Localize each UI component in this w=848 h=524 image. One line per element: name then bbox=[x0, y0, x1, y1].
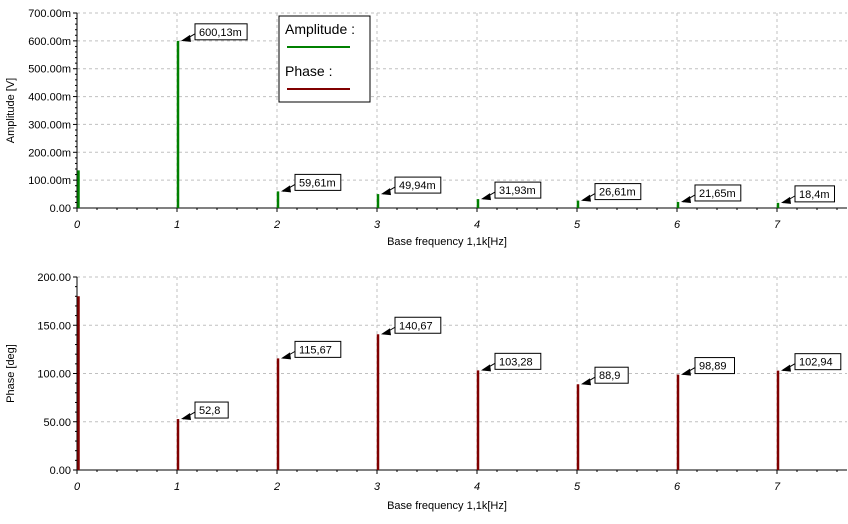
annotation-box bbox=[394, 176, 442, 194]
y-tick-label: 0.00 bbox=[50, 203, 71, 215]
annotation: 88,9 bbox=[581, 366, 629, 386]
annotation-arrowhead bbox=[281, 352, 291, 360]
annotation-arrowhead bbox=[281, 185, 291, 193]
x-tick-label: 1 bbox=[174, 219, 180, 231]
annotation: 26,61m bbox=[581, 183, 642, 202]
annotation-box bbox=[394, 316, 442, 334]
y-tick-label: 100.00m bbox=[28, 175, 71, 187]
annotation: 21,65m bbox=[681, 184, 742, 203]
annotation: 52,8 bbox=[181, 401, 229, 421]
annotation-arrowhead bbox=[581, 194, 591, 202]
annotation-arrowhead bbox=[381, 328, 391, 336]
x-tick-label: 1 bbox=[174, 481, 180, 493]
x-tick-label: 7 bbox=[774, 481, 781, 493]
annotation-arrowhead bbox=[581, 378, 591, 386]
legend-label: Amplitude : bbox=[285, 21, 355, 37]
annotation-label: 103,28 bbox=[499, 356, 533, 368]
chart-panel-amplitude: 0.00 100.00m 200.00m 300.00m 400.00m 500.00m 6… bbox=[5, 8, 847, 248]
annotation-box bbox=[194, 23, 248, 41]
y-tick-label: 500.00m bbox=[28, 64, 71, 76]
y-axis-title: Phase [deg] bbox=[5, 344, 17, 403]
annotation: 115,67 bbox=[281, 340, 342, 360]
x-tick-label: 4 bbox=[474, 219, 480, 231]
annotation-label: 52,8 bbox=[199, 405, 220, 417]
annotation-arrowhead bbox=[181, 413, 191, 421]
annotation-label: 98,89 bbox=[699, 361, 727, 373]
annotation-arrowhead bbox=[781, 196, 791, 204]
annotation-arrowhead bbox=[681, 195, 691, 203]
x-tick-label: 5 bbox=[574, 481, 581, 493]
x-tick-label: 2 bbox=[273, 219, 280, 231]
y-tick-label: 700.00m bbox=[28, 8, 71, 20]
annotation-box bbox=[794, 353, 842, 371]
annotation-label: 88,9 bbox=[599, 370, 620, 382]
y-tick-label: 200.00m bbox=[28, 147, 71, 159]
annotation-arrowhead bbox=[481, 364, 491, 372]
annotation: 31,93m bbox=[481, 181, 542, 201]
x-axis-title: Base frequency 1,1k[Hz] bbox=[387, 500, 507, 512]
y-tick-label: 50.00 bbox=[43, 417, 71, 429]
x-tick-label: 4 bbox=[474, 481, 480, 493]
chart-panel-phase: 0.00 50.00 100.00 150.00 200.00 0 1 2 3 4 5 6 7 Base … bbox=[5, 272, 847, 512]
annotation-label: 26,61m bbox=[599, 187, 636, 199]
annotation-label: 600,13m bbox=[199, 27, 242, 39]
annotation-label: 21,65m bbox=[699, 188, 736, 200]
annotation-arrowhead bbox=[381, 188, 391, 196]
annotation-box bbox=[794, 185, 835, 203]
annotation-arrowhead bbox=[481, 193, 491, 201]
annotation-box bbox=[494, 181, 542, 199]
annotation-box bbox=[494, 352, 542, 370]
annotation-box bbox=[294, 173, 342, 191]
annotation-box bbox=[194, 401, 229, 419]
y-axis-title: Amplitude [V] bbox=[5, 78, 17, 143]
y-tick-label: 300.00m bbox=[28, 119, 71, 131]
x-tick-label: 3 bbox=[374, 481, 381, 493]
x-axis-title: Base frequency 1,1k[Hz] bbox=[387, 236, 507, 248]
x-tick-label: 6 bbox=[674, 219, 681, 231]
annotation-label: 18,4m bbox=[799, 189, 830, 201]
y-tick-label: 150.00 bbox=[37, 320, 71, 332]
x-tick-label: 2 bbox=[273, 481, 280, 493]
y-tick-label: 600.00m bbox=[28, 36, 71, 48]
legend-box bbox=[278, 15, 371, 103]
y-tick-label: 400.00m bbox=[28, 92, 71, 104]
x-tick-label: 6 bbox=[674, 481, 681, 493]
y-tick-label: 100.00 bbox=[37, 369, 71, 381]
annotation-label: 115,67 bbox=[299, 344, 332, 356]
annotation-box bbox=[694, 184, 742, 202]
annotation: 103,28 bbox=[481, 352, 542, 372]
annotation-arrowhead bbox=[781, 364, 791, 372]
legend-label: Phase : bbox=[285, 63, 332, 79]
annotation-arrowhead bbox=[181, 34, 191, 42]
y-tick-label: 0.00 bbox=[50, 465, 71, 477]
annotation-box bbox=[594, 366, 629, 384]
x-tick-label: 7 bbox=[774, 219, 781, 231]
annotation: 140,67 bbox=[381, 316, 442, 336]
legend: Amplitude : Phase : bbox=[278, 15, 371, 103]
annotation-box bbox=[694, 357, 735, 375]
annotation: 49,94m bbox=[381, 176, 442, 196]
annotation-label: 102,94 bbox=[799, 357, 833, 369]
annotation-label: 49,94m bbox=[399, 180, 436, 192]
annotation-label: 59,61m bbox=[299, 177, 336, 189]
annotation: 600,13m bbox=[181, 23, 248, 42]
annotation-arrowhead bbox=[681, 368, 691, 376]
annotation: 102,94 bbox=[781, 353, 842, 372]
x-tick-label: 3 bbox=[374, 219, 381, 231]
x-tick-label: 5 bbox=[574, 219, 581, 231]
annotation: 18,4m bbox=[781, 185, 835, 204]
annotation-box bbox=[294, 340, 342, 358]
x-tick-label: 0 bbox=[74, 219, 81, 231]
annotation-box bbox=[594, 183, 642, 201]
annotation-label: 140,67 bbox=[399, 320, 433, 332]
x-tick-label: 0 bbox=[74, 481, 81, 493]
annotation-label: 31,93m bbox=[499, 185, 536, 197]
annotation: 59,61m bbox=[281, 173, 342, 193]
y-tick-label: 200.00 bbox=[37, 272, 71, 284]
annotation: 98,89 bbox=[681, 357, 735, 376]
